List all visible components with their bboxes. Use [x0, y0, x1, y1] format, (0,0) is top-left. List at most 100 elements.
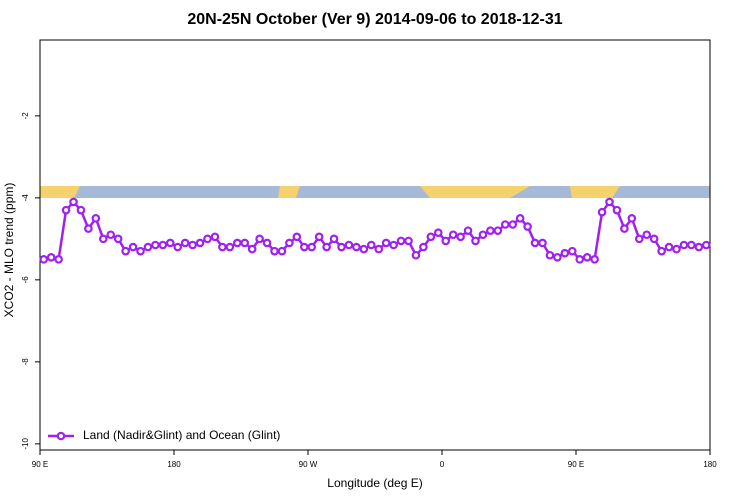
point: [173, 242, 183, 252]
point: [441, 236, 451, 246]
point: [352, 242, 361, 252]
point: [493, 226, 503, 235]
point: [106, 230, 116, 240]
point: [396, 236, 406, 246]
point: [500, 220, 510, 229]
map-strip: [40, 186, 710, 198]
x-tick-label: 180: [703, 460, 717, 469]
point: [620, 224, 629, 233]
point: [165, 238, 175, 248]
point: [270, 246, 279, 256]
point: [649, 234, 659, 244]
point: [322, 242, 331, 252]
x-tick-label: 180: [167, 460, 181, 469]
point: [210, 232, 220, 242]
y-axis-label: XCO2 - MLO trend (ppm): [2, 183, 16, 318]
point: [180, 238, 190, 248]
y-tick-label: -6: [21, 276, 30, 284]
point: [76, 205, 86, 215]
point: [701, 240, 711, 250]
y-tick-label: -10: [21, 438, 30, 450]
point: [657, 246, 666, 256]
x-axis-label: Longitude (deg E): [327, 476, 422, 490]
point: [240, 238, 250, 248]
point: [344, 240, 354, 250]
point: [456, 232, 465, 242]
point: [255, 234, 264, 244]
point: [471, 236, 480, 246]
point: [113, 234, 123, 244]
point: [292, 232, 302, 242]
point: [389, 240, 398, 250]
point: [121, 246, 130, 256]
point: [84, 224, 93, 233]
point: [545, 250, 555, 260]
point: [694, 242, 704, 252]
point: [515, 214, 525, 223]
point: [314, 232, 324, 242]
point: [374, 244, 384, 254]
point: [203, 234, 212, 244]
point: [232, 238, 242, 248]
point: [553, 252, 562, 262]
x-tick-label: 0: [440, 460, 445, 469]
point: [54, 255, 63, 264]
point: [672, 244, 681, 254]
point: [478, 230, 488, 240]
point: [188, 240, 197, 250]
point: [381, 238, 391, 248]
point: [366, 240, 376, 250]
point: [582, 252, 592, 262]
point: [433, 228, 443, 238]
point: [337, 242, 346, 252]
point: [530, 238, 540, 248]
x-tick-label: 90 E: [32, 460, 48, 469]
point: [128, 242, 138, 252]
point: [448, 230, 458, 240]
point: [612, 205, 622, 215]
point: [359, 244, 369, 254]
point: [98, 234, 108, 244]
point: [307, 242, 317, 252]
point: [404, 236, 413, 246]
point: [411, 250, 421, 260]
legend-marker: [56, 431, 66, 441]
point: [329, 234, 339, 244]
legend-label: Land (Nadir&Glint) and Ocean (Glint): [83, 428, 280, 442]
point: [218, 242, 227, 252]
point: [143, 242, 153, 252]
point: [538, 238, 547, 248]
x-tick-label: 90 E: [568, 460, 584, 469]
point: [285, 238, 294, 248]
point: [486, 226, 495, 235]
chart-title: 20N-25N October (Ver 9) 2014-09-06 to 20…: [187, 11, 562, 28]
point: [46, 252, 56, 262]
point: [560, 248, 570, 258]
x-tick-label: 90 W: [299, 460, 318, 469]
point: [136, 246, 145, 256]
point: [225, 242, 235, 252]
point: [426, 232, 436, 242]
point: [597, 207, 607, 217]
point: [523, 222, 532, 231]
point: [419, 242, 428, 252]
point: [69, 197, 78, 207]
point: [634, 234, 644, 244]
point: [61, 205, 71, 215]
point: [590, 255, 599, 264]
point: [247, 244, 257, 254]
point: [151, 240, 160, 250]
point: [299, 242, 309, 252]
point: [91, 214, 101, 223]
point: [575, 255, 585, 264]
point: [567, 246, 577, 256]
point: [642, 230, 652, 240]
y-tick-label: -8: [21, 358, 30, 366]
point: [195, 238, 205, 248]
point: [627, 214, 637, 223]
y-tick-label: -2: [21, 112, 30, 120]
point: [679, 240, 689, 250]
point: [605, 197, 614, 207]
point: [277, 246, 287, 256]
